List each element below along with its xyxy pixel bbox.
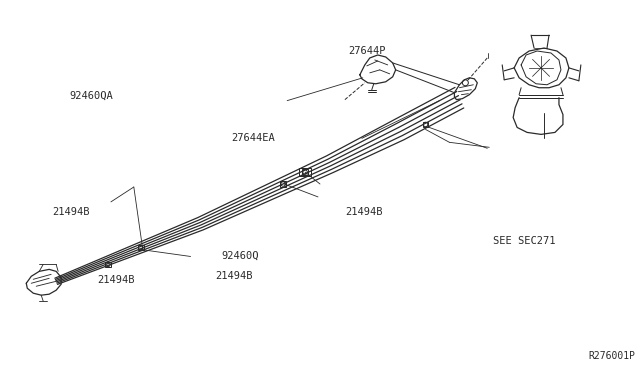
Bar [105,262,111,267]
Bar [302,169,308,175]
Text: 21494B: 21494B [52,207,90,217]
Text: 92460Q: 92460Q [221,251,259,261]
Bar [299,168,311,176]
Text: 21494B: 21494B [97,275,134,285]
Bar [280,181,286,187]
Text: 92460QA: 92460QA [69,90,113,100]
Text: 27644EA: 27644EA [231,133,275,143]
Text: 21494B: 21494B [346,207,383,217]
Text: SEE SEC271: SEE SEC271 [493,236,555,246]
Bar [423,122,428,127]
Text: R276001P: R276001P [588,351,636,361]
Text: 27644P: 27644P [349,46,386,56]
Bar [138,245,143,250]
Text: 21494B: 21494B [215,272,252,282]
